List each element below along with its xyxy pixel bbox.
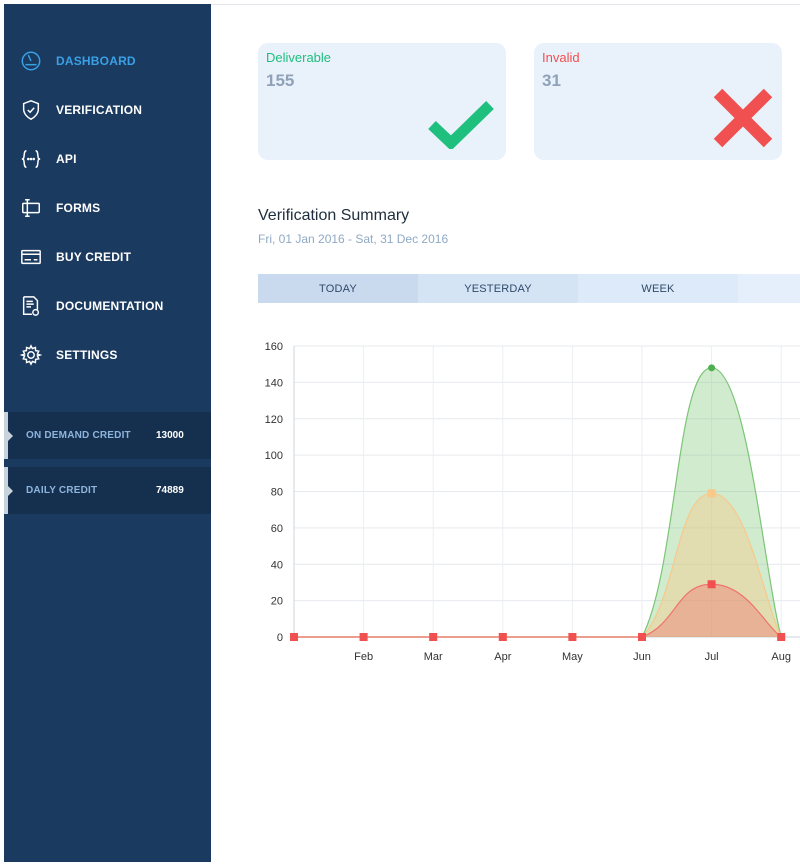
credit-value: 74889 [156,485,184,496]
credit-label: DAILY CREDIT [26,485,98,496]
sidebar-item-settings[interactable]: SETTINGS [4,330,211,379]
sidebar-item-documentation[interactable]: DOCUMENTATION [4,281,211,330]
period-tabs: TODAY YESTERDAY WEEK M [258,274,800,303]
x-tick-label: Aug [771,651,791,663]
on-demand-credit[interactable]: ON DEMAND CREDIT 13000 [4,412,211,459]
sidebar-item-forms[interactable]: FORMS [4,183,211,232]
card-title: Invalid [542,50,580,65]
form-field-icon [19,196,43,220]
credit-label: ON DEMAND CREDIT [26,430,131,441]
sidebar-item-label: BUY CREDIT [56,249,132,264]
invalid-card[interactable]: Invalid 31 [534,43,782,160]
summary-title: Verification Summary [258,207,410,224]
x-tick-label: Jun [633,651,651,663]
tab-today[interactable]: TODAY [258,274,418,303]
sidebar-item-buy-credit[interactable]: BUY CREDIT [4,232,211,281]
document-icon [19,294,43,318]
y-tick-label: 0 [277,632,283,644]
sidebar-item-label: SETTINGS [56,347,118,362]
data-point [359,633,368,641]
sidebar-item-dashboard[interactable]: DASHBOARD [4,36,211,85]
x-tick-label: Feb [354,651,373,663]
sidebar: DASHBOARD VERIFICATION API [4,4,211,862]
sidebar-item-label: VERIFICATION [56,102,143,117]
series-area [294,584,782,637]
sidebar-item-label: DOCUMENTATION [56,298,164,313]
sidebar-item-label: DASHBOARD [56,53,136,68]
data-point [707,489,716,498]
daily-credit[interactable]: DAILY CREDIT 74889 [4,467,211,514]
deliverable-card[interactable]: Deliverable 155 [258,43,506,160]
x-tick-label: Jul [705,651,719,663]
data-point [429,633,438,641]
data-point [707,580,716,589]
y-tick-label: 60 [271,523,283,535]
y-tick-label: 140 [265,377,283,389]
code-braces-icon [19,147,43,171]
data-point [777,633,786,641]
gear-icon [19,343,43,367]
y-tick-label: 160 [265,341,283,353]
data-point [708,364,716,372]
x-tick-label: Mar [424,651,443,663]
tab-yesterday[interactable]: YESTERDAY [418,274,578,303]
y-tick-label: 120 [265,414,283,426]
y-tick-label: 80 [271,487,283,499]
x-tick-label: Apr [494,651,511,663]
sidebar-nav: DASHBOARD VERIFICATION API [4,36,211,379]
data-point [638,633,646,641]
check-icon [428,101,494,149]
sidebar-item-verification[interactable]: VERIFICATION [4,85,211,134]
card-value: 31 [542,71,561,90]
sidebar-item-label: API [56,151,77,166]
x-tick-label: May [562,651,583,663]
credit-marker [4,467,13,514]
tab-week[interactable]: WEEK [578,274,738,303]
data-point [498,633,507,641]
data-point [568,633,577,641]
summary-date-range[interactable]: Fri, 01 Jan 2016 - Sat, 31 Dec 2016 [258,232,449,246]
data-point [290,633,298,641]
credit-card-icon [19,245,43,269]
shield-check-icon [19,98,43,122]
card-title: Deliverable [266,50,332,65]
credit-value: 13000 [156,430,184,441]
sidebar-item-api[interactable]: API [4,134,211,183]
verification-area-chart: 0 20 40 60 80 100 120 140 160 Feb Mar Apr May Jun Jul A… [265,341,800,663]
header-divider [211,4,800,5]
credit-marker [4,412,13,459]
y-tick-label: 100 [265,450,283,462]
cross-icon [713,88,773,148]
y-tick-label: 40 [271,559,283,571]
sidebar-item-label: FORMS [56,200,101,215]
dashboard-icon [19,49,43,73]
tab-month[interactable]: M [738,274,800,303]
y-tick-label: 20 [271,596,283,608]
card-value: 155 [266,71,295,90]
